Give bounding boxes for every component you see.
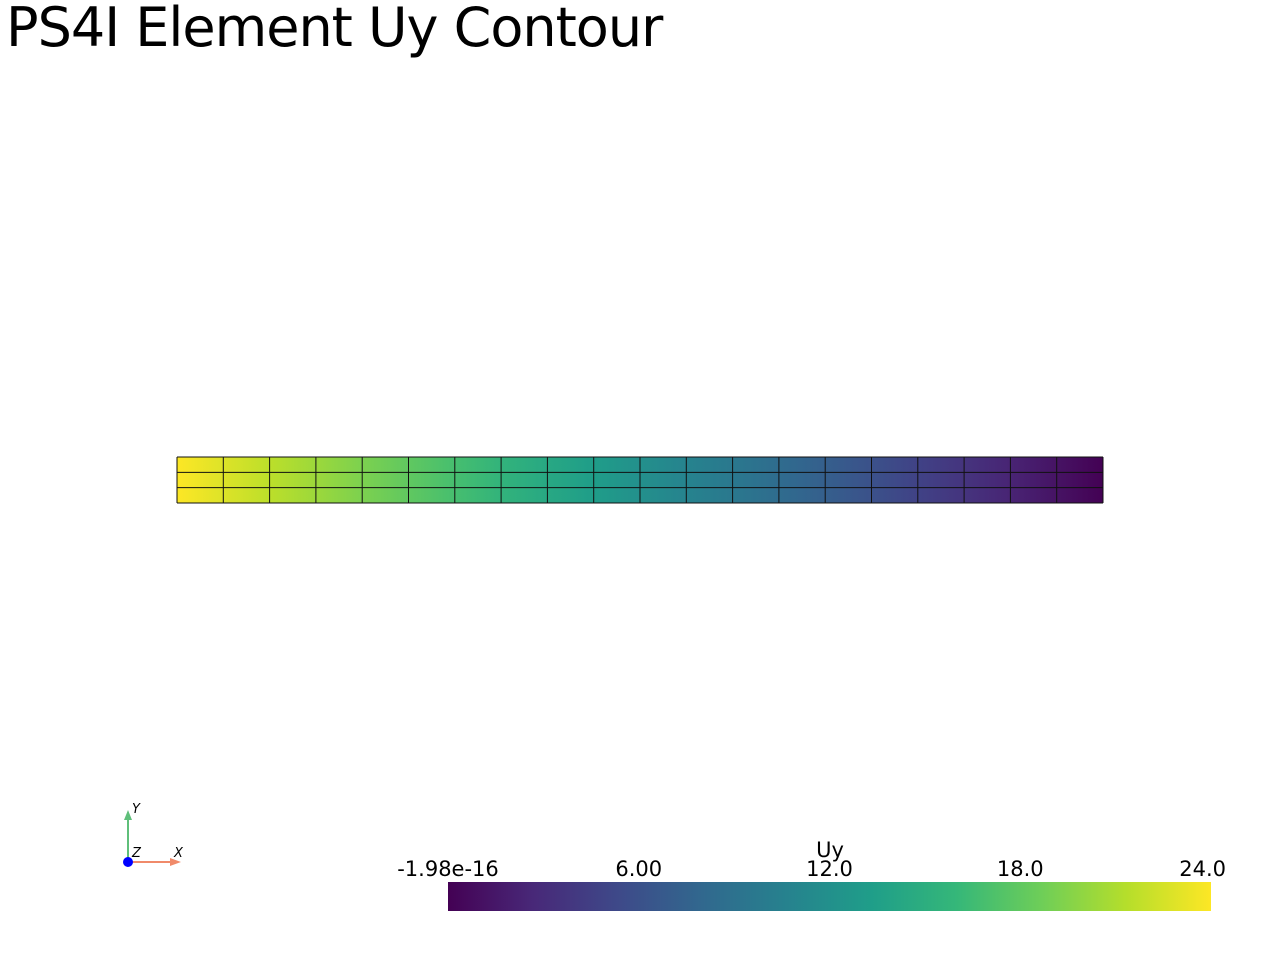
colorbar-tick-label: 6.00 — [615, 857, 662, 881]
orientation-axes: Y Z X — [123, 802, 184, 867]
z-axis-letter: Z — [131, 846, 142, 861]
x-axis-arrow-head — [170, 858, 181, 866]
colorbar-tick-label: -1.98e-16 — [397, 857, 499, 881]
colorbar-tick-label: 12.0 — [806, 857, 853, 881]
colorbar-title: Uy — [816, 838, 844, 862]
colorbar-tick-label: 18.0 — [997, 857, 1044, 881]
colorbar-tick-labels: -1.98e-16 6.00 12.0 18.0 24.0 — [397, 857, 1226, 881]
plot-title: PS4I Element Uy Contour — [6, 0, 663, 59]
y-axis-arrow-head — [124, 810, 132, 820]
mesh-grid-lines — [176, 456, 1104, 504]
y-axis-letter: Y — [132, 802, 141, 817]
z-axis-dot — [123, 857, 133, 867]
colorbar: Uy -1.98e-16 6.00 12.0 18.0 24.0 — [397, 838, 1226, 911]
x-axis-letter: X — [173, 846, 184, 861]
contour-mesh — [176, 456, 1104, 504]
colorbar-gradient — [448, 882, 1211, 911]
colorbar-tick-label: 24.0 — [1179, 857, 1226, 881]
